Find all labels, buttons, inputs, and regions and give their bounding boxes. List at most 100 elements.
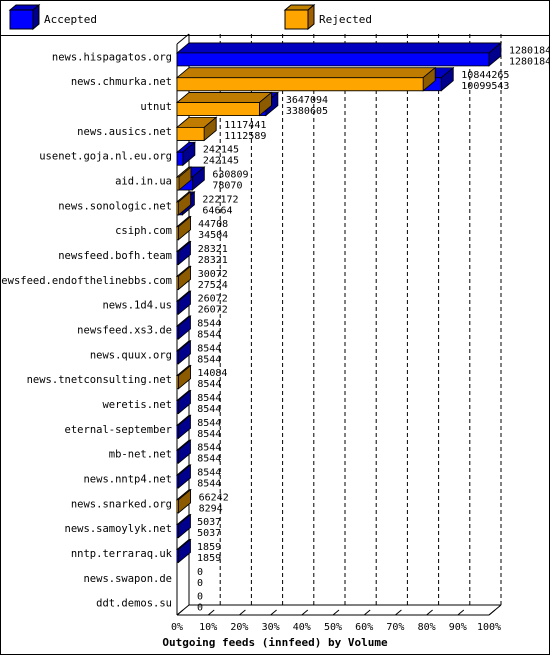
value-label-rejected: 26072 xyxy=(198,305,228,316)
category-label: news.1d4.us xyxy=(102,300,172,312)
value-label-rejected: 8544 xyxy=(197,354,221,365)
category-label: news.quux.org xyxy=(90,349,172,361)
x-tick-mark xyxy=(457,609,465,616)
category-label: news.sonologic.net xyxy=(58,200,172,212)
x-tick-mark xyxy=(426,609,433,616)
bar-accepted xyxy=(176,52,490,67)
value-label-accepted: 28321 xyxy=(198,244,228,255)
legend-swatch-accepted xyxy=(8,3,41,31)
bar-rejected xyxy=(176,375,179,390)
x-tick-labels: 0% 10% 20% 30% 40% 50% 60% 70% 80% 90% 100% xyxy=(171,622,501,633)
x-tick-label: 70% xyxy=(386,622,404,633)
bar-accepted-top xyxy=(175,42,503,54)
bar-rejected xyxy=(176,176,180,191)
value-label-accepted: 8544 xyxy=(197,418,221,429)
value-label-rejected: 0 xyxy=(197,603,203,614)
x-tick-mark xyxy=(207,609,215,616)
category-label: news.snarked.org xyxy=(71,498,172,510)
bar-accepted xyxy=(176,325,179,340)
x-tick-mark xyxy=(176,609,184,616)
category-label: news.tnetconsulting.net xyxy=(27,374,172,386)
value-label-rejected: 8544 xyxy=(197,330,221,341)
bar-accepted xyxy=(176,400,179,414)
bar-accepted xyxy=(176,424,179,439)
category-label: news.swapon.de xyxy=(83,573,172,585)
x-tick-mark xyxy=(488,609,496,616)
category-label: newsfeed.endofthelinebbs.com xyxy=(0,275,172,287)
value-label-accepted: 8544 xyxy=(197,467,221,478)
x-tick-label: 80% xyxy=(418,622,436,633)
value-label-accepted: 8544 xyxy=(197,443,221,454)
value-label-accepted: 0 xyxy=(197,567,203,578)
category-label: aid.in.ua xyxy=(115,176,172,188)
bar-rejected xyxy=(176,201,179,216)
value-label-rejected: 8294 xyxy=(199,503,223,514)
value-label-accepted: 12801843 xyxy=(509,45,550,56)
x-tick-label: 40% xyxy=(293,622,311,633)
value-label-accepted: 8544 xyxy=(197,343,221,354)
category-label: nntp.terraraq.uk xyxy=(71,548,173,560)
value-label-accepted: 0 xyxy=(197,592,203,603)
value-label-accepted: 66242 xyxy=(199,492,229,503)
bar-accepted xyxy=(176,549,179,563)
category-label: news.chmurka.net xyxy=(71,76,172,88)
bar-rejected xyxy=(176,77,424,92)
value-label-accepted: 8544 xyxy=(197,393,221,404)
legend-swatch-rejected xyxy=(283,3,316,31)
bar-rejected xyxy=(176,275,179,290)
category-label: csiph.com xyxy=(115,225,172,237)
legend-label-rejected: Rejected xyxy=(319,13,372,26)
value-label-rejected: 78070 xyxy=(212,181,242,192)
bar-accepted xyxy=(176,151,184,166)
bar-accepted xyxy=(176,251,179,265)
category-label: news.nntp4.net xyxy=(83,473,172,485)
value-label-rejected: 5037 xyxy=(197,528,221,539)
value-label-rejected: 64664 xyxy=(202,205,232,216)
category-label: eternal-september xyxy=(65,424,172,436)
bar-rejected xyxy=(176,499,179,514)
value-label-accepted: 26072 xyxy=(198,294,228,305)
value-label-accepted: 10844265 xyxy=(461,70,509,81)
chart-title: Outgoing feeds (innfeed) by Volume xyxy=(162,636,388,649)
x-tick-mark xyxy=(270,609,277,616)
category-label: mb-net.net xyxy=(109,449,172,461)
x-tick-label: 0% xyxy=(171,622,183,633)
value-label-accepted: 5037 xyxy=(197,517,221,528)
category-label: news.hispagatos.org xyxy=(52,51,172,63)
x-tick-label: 30% xyxy=(262,622,280,633)
value-label-rejected: 1859 xyxy=(197,553,221,564)
value-label-rejected: 3380605 xyxy=(286,106,328,117)
x-tick-label: 10% xyxy=(199,622,217,633)
value-label-rejected: 28321 xyxy=(198,255,228,266)
category-label: news.samoylyk.net xyxy=(65,523,172,535)
category-label: weretis.net xyxy=(102,399,172,411)
value-label-rejected: 242145 xyxy=(203,156,239,167)
bar-accepted xyxy=(176,350,179,365)
bar-rejected-top xyxy=(175,67,437,79)
category-label: newsfeed.xs3.de xyxy=(77,325,172,337)
legend: Accepted Rejected xyxy=(8,3,372,31)
legend-label-accepted: Accepted xyxy=(44,13,97,26)
bar-accepted xyxy=(176,524,179,539)
value-label-rejected: 8544 xyxy=(197,429,221,440)
category-label: newsfeed.bofh.team xyxy=(58,250,172,262)
value-label-rejected: 34504 xyxy=(198,230,228,241)
value-label-accepted: 1117441 xyxy=(224,120,266,131)
bar-rejected xyxy=(176,102,260,116)
x-tick-label: 20% xyxy=(230,622,248,633)
category-label: ddt.demos.su xyxy=(96,598,172,610)
axis-depth-top xyxy=(176,33,190,45)
bar-accepted xyxy=(176,449,179,464)
bars xyxy=(175,42,503,564)
value-label-accepted: 44708 xyxy=(198,219,228,230)
x-tick-mark xyxy=(301,609,309,616)
category-labels: news.hispagatos.org news.chmurka.net utnut… xyxy=(0,51,173,609)
value-label-rejected: 8544 xyxy=(197,478,221,489)
bar-accepted xyxy=(176,474,179,489)
x-tick-mark xyxy=(332,609,340,616)
category-label: usenet.goja.nl.eu.org xyxy=(39,151,172,163)
value-label-rejected: 8544 xyxy=(197,404,221,415)
